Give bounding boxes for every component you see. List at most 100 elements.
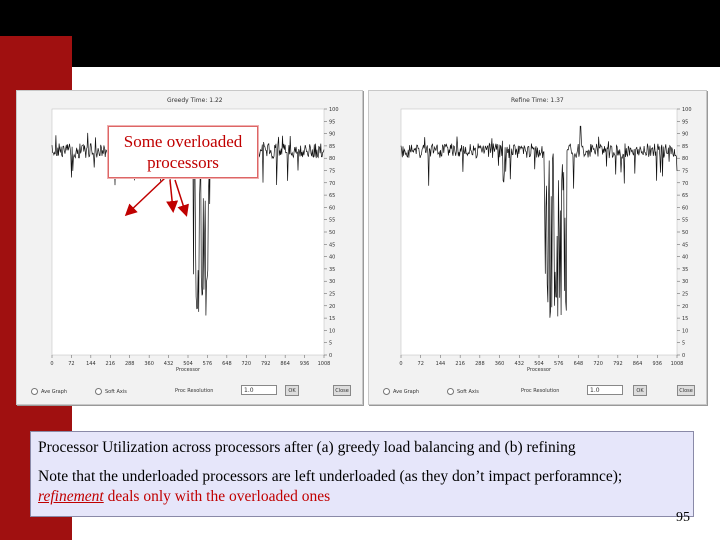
arrow-left <box>124 177 166 217</box>
x-tick-label: 72 <box>68 361 74 367</box>
y-tick-label: 35 <box>329 267 335 273</box>
x-tick-label: 648 <box>222 361 232 367</box>
y-tick-label: 75 <box>682 169 688 175</box>
x-tick-label: 216 <box>455 361 465 367</box>
x-tick-label: 792 <box>261 361 271 367</box>
y-tick-label: 20 <box>329 304 335 310</box>
x-tick-label: 792 <box>613 361 623 367</box>
resolution-field[interactable]: 1.0 <box>587 385 623 395</box>
plot-title: Greedy Time: 1.22 <box>167 97 223 104</box>
x-tick-label: 72 <box>418 361 424 367</box>
y-tick-label: 5 <box>682 341 685 347</box>
y-tick-label: 90 <box>329 132 335 138</box>
close-button[interactable]: Close <box>677 385 695 396</box>
x-tick-label: 864 <box>633 361 643 367</box>
title-bar <box>0 0 720 67</box>
x-tick-label: 144 <box>86 361 96 367</box>
plot-title: Refine Time: 1.37 <box>511 97 564 104</box>
callout-line-2: processors <box>147 153 219 172</box>
x-tick-label: 576 <box>203 361 213 367</box>
y-tick-label: 40 <box>329 255 335 261</box>
x-tick-label: 504 <box>183 361 193 367</box>
y-tick-label: 60 <box>682 205 688 211</box>
arrow-middle <box>166 179 179 213</box>
radio-icon <box>383 388 390 395</box>
caption-box: Processor Utilization across processors … <box>30 431 694 517</box>
x-tick-label: 432 <box>164 361 174 367</box>
soft-axis-option[interactable]: Soft Axis <box>447 388 479 395</box>
y-tick-label: 50 <box>329 230 335 236</box>
slide-number: 95 <box>676 510 690 525</box>
y-tick-label: 25 <box>329 292 335 298</box>
refinement-emphasis: refinement deals only with the overloade… <box>38 488 331 505</box>
plot-controls: Ave Graph Soft Axis Proc Resolution 1.0 … <box>17 383 362 401</box>
y-tick-label: 100 <box>329 107 339 113</box>
y-tick-label: 60 <box>329 205 335 211</box>
y-tick-label: 35 <box>682 267 688 273</box>
x-tick-label: 576 <box>554 361 564 367</box>
radio-icon <box>95 388 102 395</box>
y-tick-label: 20 <box>682 304 688 310</box>
y-tick-label: 85 <box>329 144 335 150</box>
x-tick-label: 216 <box>106 361 116 367</box>
y-tick-label: 30 <box>329 279 335 285</box>
x-tick-label: 360 <box>144 361 154 367</box>
y-tick-label: 70 <box>682 181 688 187</box>
y-tick-label: 25 <box>682 292 688 298</box>
radio-icon <box>447 388 454 395</box>
y-tick-label: 0 <box>329 353 332 359</box>
arrow-right <box>174 179 189 217</box>
y-tick-label: 40 <box>682 255 688 261</box>
y-tick-label: 80 <box>329 156 335 162</box>
x-tick-label: 720 <box>593 361 603 367</box>
utilization-trace <box>400 125 678 318</box>
y-tick-label: 75 <box>329 169 335 175</box>
x-tick-label: 864 <box>280 361 290 367</box>
y-tick-label: 55 <box>329 218 335 224</box>
y-tick-label: 55 <box>682 218 688 224</box>
x-tick-label: 360 <box>495 361 505 367</box>
x-tick-label: 0 <box>399 361 402 367</box>
y-tick-label: 45 <box>329 242 335 248</box>
x-tick-label: 432 <box>515 361 525 367</box>
overloaded-callout: Some overloaded processors <box>108 126 258 178</box>
y-tick-label: 85 <box>682 144 688 150</box>
x-tick-label: 504 <box>534 361 544 367</box>
resolution-field[interactable]: 1.0 <box>241 385 277 395</box>
soft-axis-option[interactable]: Soft Axis <box>95 388 127 395</box>
y-tick-label: 80 <box>682 156 688 162</box>
y-tick-label: 90 <box>682 132 688 138</box>
ave-graph-option[interactable]: Ave Graph <box>31 388 67 395</box>
y-tick-label: 70 <box>329 181 335 187</box>
ok-button[interactable]: OK <box>633 385 647 396</box>
y-tick-label: 10 <box>682 328 688 334</box>
ok-button[interactable]: OK <box>285 385 299 396</box>
y-tick-label: 65 <box>682 193 688 199</box>
x-axis-label: Processor <box>176 367 201 373</box>
radio-icon <box>31 388 38 395</box>
caption-line-2: Note that the underloaded processors are… <box>38 468 623 505</box>
accent-strip <box>0 67 20 540</box>
resolution-label: Proc Resolution <box>175 388 214 394</box>
x-tick-label: 648 <box>574 361 584 367</box>
utilization-plot-refine: Refine Time: 1.37 100 95 90 85 80 75 70 65 60 55 5… <box>368 90 707 405</box>
plot-controls: Ave Graph Soft Axis Proc Resolution 1.0 … <box>369 383 706 401</box>
y-tick-label: 0 <box>682 353 685 359</box>
ave-graph-option[interactable]: Ave Graph <box>383 388 419 395</box>
y-tick-label: 5 <box>329 341 332 347</box>
x-tick-label: 288 <box>125 361 135 367</box>
x-tick-label: 144 <box>436 361 446 367</box>
x-axis-label: Processor <box>527 367 552 373</box>
x-tick-label: 1008 <box>318 361 331 367</box>
x-tick-label: 1008 <box>671 361 684 367</box>
resolution-label: Proc Resolution <box>521 388 560 394</box>
y-tick-label: 15 <box>329 316 335 322</box>
x-tick-label: 720 <box>242 361 252 367</box>
y-tick-label: 45 <box>682 242 688 248</box>
y-tick-label: 100 <box>682 107 692 113</box>
y-tick-label: 15 <box>682 316 688 322</box>
y-tick-label: 30 <box>682 279 688 285</box>
x-tick-label: 288 <box>475 361 485 367</box>
close-button[interactable]: Close <box>333 385 351 396</box>
